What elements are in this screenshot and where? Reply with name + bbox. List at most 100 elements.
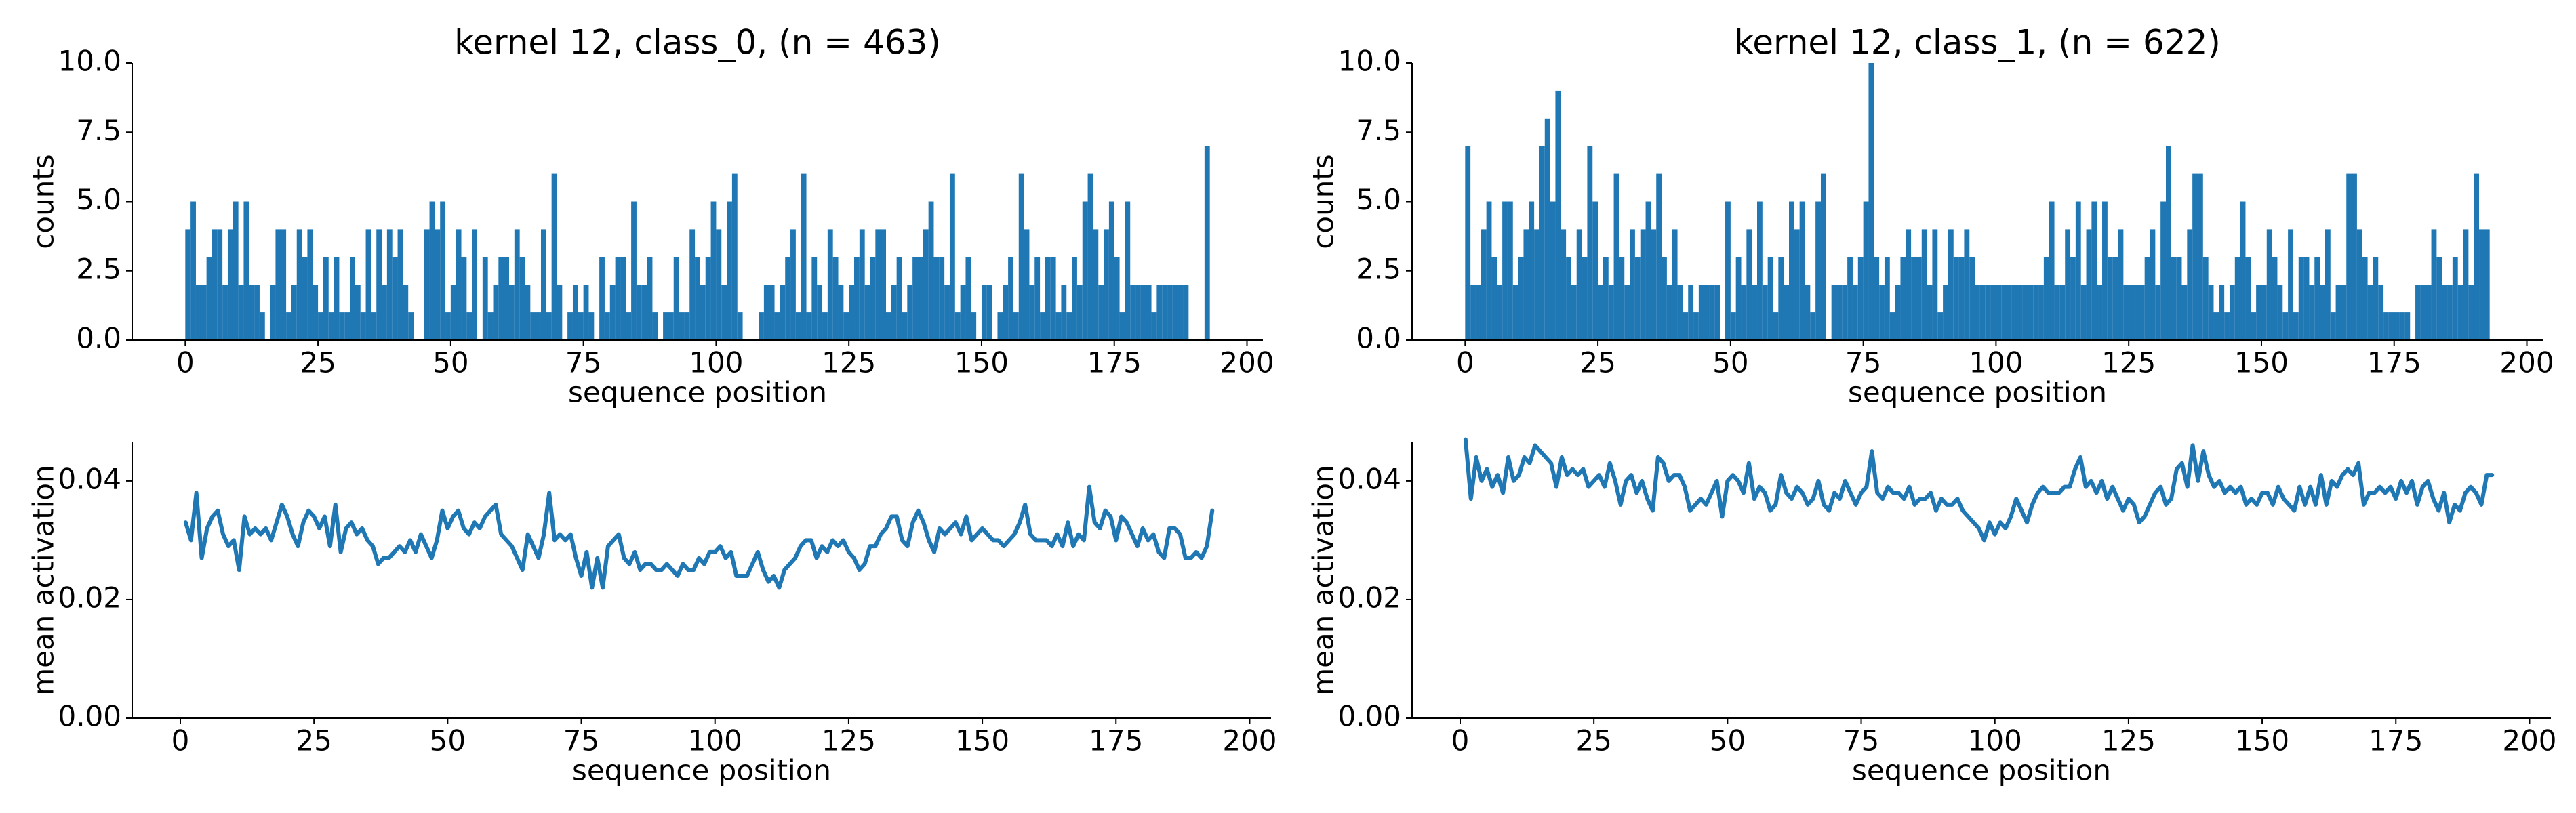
bar <box>2442 285 2448 340</box>
bar <box>318 312 323 340</box>
y-tick-label: 0.00 <box>1337 700 1401 733</box>
bar <box>2352 173 2357 340</box>
bar <box>1964 229 1970 340</box>
x-tick-label: 125 <box>822 346 876 379</box>
bar <box>355 285 361 340</box>
bar <box>1662 257 1667 340</box>
bar <box>854 257 860 340</box>
bar <box>886 312 891 340</box>
bar <box>700 285 706 340</box>
x-axis-label: sequence position <box>568 376 827 409</box>
bar <box>727 201 732 340</box>
bar <box>2251 312 2257 340</box>
bar <box>201 285 207 340</box>
bar <box>673 257 679 340</box>
y-axis-label: counts <box>1307 154 1340 249</box>
bar <box>668 312 674 340</box>
x-tick-label: 50 <box>432 346 468 379</box>
bar <box>2176 257 2182 340</box>
bar <box>1093 229 1099 340</box>
bar <box>1066 312 1072 340</box>
bar <box>536 312 541 340</box>
bar <box>2080 285 2087 340</box>
bar <box>1167 285 1173 340</box>
bar <box>249 285 255 340</box>
bar <box>2208 285 2214 340</box>
bar <box>1704 285 1710 340</box>
bar <box>2054 285 2060 340</box>
bar <box>1550 201 1556 340</box>
bar <box>557 285 563 340</box>
bar <box>2277 285 2283 340</box>
x-axis-label: sequence position <box>1848 376 2107 409</box>
bar <box>875 229 881 340</box>
bar <box>2017 285 2023 340</box>
bar <box>1040 312 1045 340</box>
bar <box>2007 285 2012 340</box>
bar <box>843 312 849 340</box>
bar <box>328 312 334 340</box>
bar <box>227 229 233 340</box>
bar <box>663 312 668 340</box>
bar <box>679 312 685 340</box>
x-tick-label: 150 <box>954 346 1009 379</box>
bar <box>382 285 387 340</box>
bar <box>986 285 992 340</box>
y-tick-label: 0.04 <box>1337 462 1401 495</box>
bar <box>1762 285 1768 340</box>
bar <box>302 257 308 340</box>
bar <box>822 312 828 340</box>
bar <box>2256 285 2261 340</box>
bar <box>1836 285 1843 340</box>
bar <box>737 312 743 340</box>
bar <box>1140 285 1146 340</box>
bar <box>1061 285 1067 340</box>
bar <box>705 257 711 340</box>
bar <box>1990 285 1996 340</box>
bar <box>1767 257 1773 340</box>
x-tick-label: 125 <box>2101 346 2156 379</box>
bar <box>1603 257 1609 340</box>
bar <box>1178 285 1184 340</box>
bar <box>811 257 818 340</box>
bar <box>1146 285 1152 340</box>
bar <box>2171 257 2177 340</box>
bar <box>2224 312 2230 340</box>
bar <box>2272 257 2278 340</box>
bar <box>588 312 595 340</box>
bar <box>2097 285 2103 340</box>
bar <box>540 229 546 340</box>
bar <box>1119 312 1125 340</box>
bar <box>397 229 403 340</box>
bar <box>2436 257 2442 340</box>
bar <box>631 201 637 340</box>
bar <box>482 257 488 340</box>
bar <box>1502 201 1508 340</box>
x-tick-label: 75 <box>1845 346 1881 379</box>
bar <box>864 285 870 340</box>
bar <box>1948 229 1954 340</box>
bar <box>881 229 886 340</box>
bar <box>243 201 249 340</box>
x-tick-label: 100 <box>689 346 743 379</box>
x-tick-label: 200 <box>1220 346 1274 379</box>
bar <box>1895 285 1901 340</box>
bar <box>1486 201 1492 340</box>
bar <box>1773 312 1779 340</box>
x-tick-label: 100 <box>688 724 742 757</box>
bar <box>1561 229 1567 340</box>
bar <box>392 257 398 340</box>
x-tick-label: 200 <box>2499 346 2554 379</box>
bar <box>1029 285 1035 340</box>
bar <box>731 173 738 340</box>
bar <box>1582 257 1588 340</box>
x-tick-label: 25 <box>300 346 336 379</box>
bar <box>424 229 430 340</box>
bar <box>1794 229 1800 340</box>
bar <box>487 312 494 340</box>
bar <box>270 285 276 340</box>
y-axis-label: mean activation <box>27 465 60 695</box>
bar <box>2213 312 2219 340</box>
bar <box>493 285 499 340</box>
